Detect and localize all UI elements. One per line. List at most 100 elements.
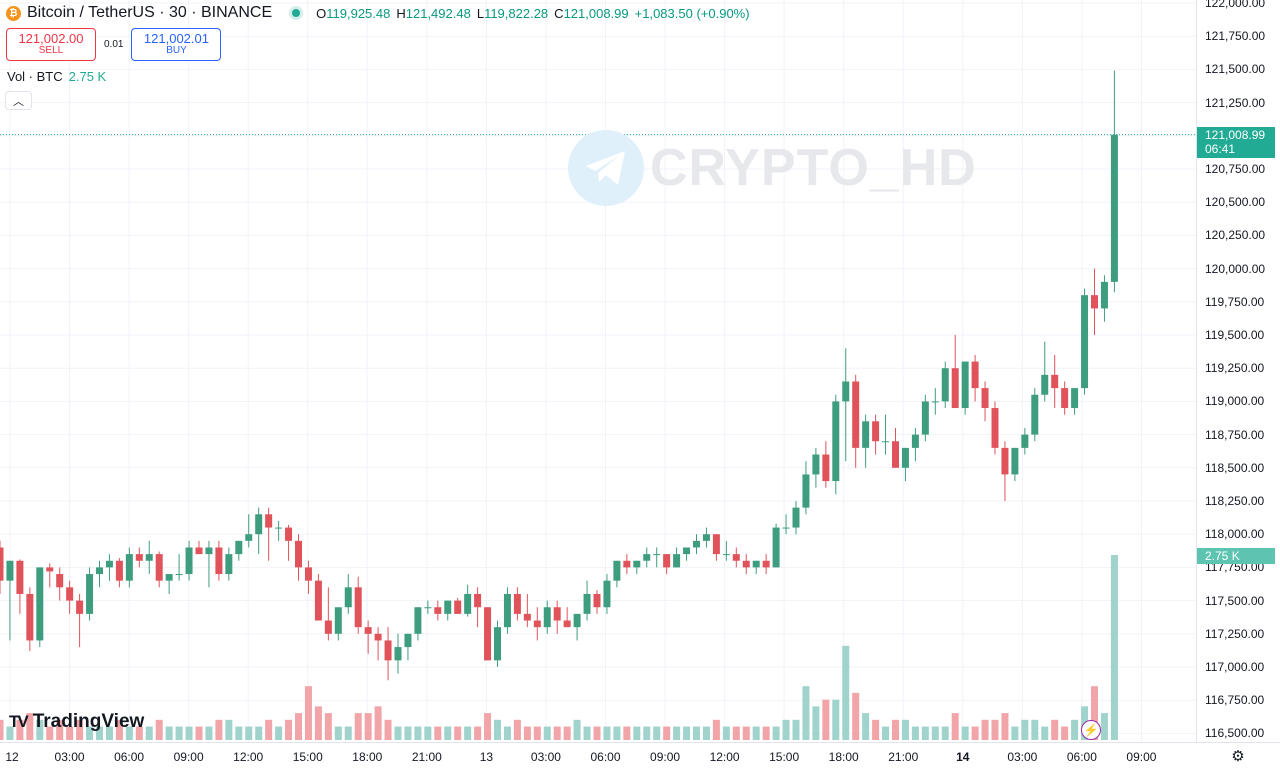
price-axis[interactable]: 122,000.00 121,750.00 121,500.00 121,250.00… <box>1196 0 1280 742</box>
price-tick-label: 119,750.00 <box>1205 294 1265 309</box>
volume-bar <box>195 726 203 740</box>
candle-body <box>921 401 929 435</box>
candle-body <box>1061 388 1069 409</box>
volume-bar <box>374 706 382 740</box>
candle-body <box>404 633 412 648</box>
volume-bar <box>474 726 482 740</box>
gear-icon[interactable]: ⚙ <box>1231 748 1245 765</box>
candle-body <box>543 607 551 628</box>
volume-legend[interactable]: Vol · BTC 2.75 K <box>7 69 106 84</box>
sell-button[interactable]: 121,002.00 SELL <box>6 28 96 61</box>
volume-bar <box>1100 713 1108 740</box>
close-value: 121,008.99 <box>563 5 629 21</box>
price-tick-label: 118,250.00 <box>1205 494 1265 508</box>
tradingview-logo[interactable]: TV TradingView <box>9 711 144 733</box>
volume-bar <box>991 719 999 740</box>
volume-bar <box>1031 719 1039 740</box>
candle-body <box>145 554 153 561</box>
symbol-title[interactable]: Bitcoin / TetherUS · 30 · BINANCE <box>27 4 273 21</box>
volume-bar <box>842 645 850 740</box>
volume-bar <box>464 726 472 740</box>
candle-body <box>872 421 880 442</box>
time-tick-label: 12 <box>5 750 19 764</box>
candle-body <box>125 554 133 581</box>
candle-body <box>115 560 123 581</box>
candle-body <box>354 587 362 628</box>
volume-bar <box>175 726 183 740</box>
volume-bar <box>424 726 432 740</box>
price-tick-label: 117,500.00 <box>1205 593 1265 608</box>
price-tick-label: 120,000.00 <box>1205 261 1266 276</box>
volume-bar <box>255 726 263 740</box>
price-tick-label: 121,500.00 <box>1205 62 1266 77</box>
volume-bar <box>215 719 223 740</box>
candle-body <box>941 368 949 402</box>
volume-bar <box>1051 719 1059 740</box>
high-value: 121,492.48 <box>405 5 471 21</box>
collapse-legend-button[interactable]: ︿ <box>5 91 32 110</box>
volume-bar <box>603 726 611 740</box>
volume-label: Vol · BTC <box>7 69 63 84</box>
candlestick-chart[interactable] <box>0 0 1196 742</box>
lightning-icon[interactable]: ⚡ <box>1081 720 1101 740</box>
volume-bar <box>802 686 810 740</box>
candle-body <box>1001 447 1009 475</box>
volume-bar <box>951 713 959 740</box>
price-tick-label: 118,000.00 <box>1205 527 1265 542</box>
volume-bar <box>454 726 462 740</box>
last-price-label: 121,008.99 06:41 <box>1197 127 1275 158</box>
candle-body <box>444 600 452 614</box>
candle-body <box>911 434 919 448</box>
volume-bar <box>752 726 760 740</box>
candle-body <box>434 607 442 614</box>
bar-countdown: 06:41 <box>1205 142 1236 156</box>
buy-button[interactable]: 121,002.01 BUY <box>131 28 222 61</box>
volume-bar <box>145 726 153 740</box>
ohlc-values: O119,925.48 H121,492.48 L119,822.28 C121… <box>316 6 749 21</box>
candle-body <box>583 593 591 614</box>
low-label: L <box>476 5 485 21</box>
candle-body <box>961 361 969 409</box>
volume-bar <box>742 726 750 740</box>
volume-bar <box>683 726 691 740</box>
volume-bar <box>961 726 969 740</box>
volume-bar <box>275 726 283 740</box>
sell-label: SELL <box>38 45 64 57</box>
candle-body <box>464 593 472 614</box>
volume-bar <box>414 726 422 740</box>
market-open-indicator[interactable] <box>292 9 301 17</box>
volume-bar <box>822 699 830 740</box>
time-axis[interactable]: 12 03:00 06:00 09:00 12:00 15:00 18:00 21:00 13 0… <box>0 742 1280 772</box>
candle-body <box>742 560 750 568</box>
candle-body <box>86 574 94 614</box>
volume-bar <box>722 726 730 740</box>
candle-body <box>1081 295 1089 389</box>
volume-bar <box>96 726 103 740</box>
candle-body <box>225 554 233 575</box>
candle-body <box>722 554 730 556</box>
time-tick-label: 12:00 <box>233 750 264 764</box>
volume-bar <box>643 726 651 740</box>
tradingview-wordmark: TradingView <box>32 711 145 732</box>
candle-body <box>533 620 541 628</box>
volume-bar <box>702 726 710 740</box>
volume-bar <box>573 719 581 740</box>
volume-bar <box>901 719 909 740</box>
candle-body <box>235 540 243 555</box>
time-tick-label: 15:00 <box>769 750 800 764</box>
volume-bar <box>56 719 64 740</box>
candle-body <box>573 613 581 628</box>
chart-pane[interactable] <box>0 0 1196 742</box>
candle-body <box>623 560 631 568</box>
volume-bar <box>782 719 790 740</box>
candle-body <box>46 567 54 572</box>
volume-bar <box>1021 719 1029 740</box>
candle-body <box>673 554 681 568</box>
volume-bar <box>1001 713 1009 740</box>
volume-bar <box>593 726 601 740</box>
candle-body <box>792 507 800 528</box>
volume-bar <box>285 719 293 740</box>
spread-value: 0.01 <box>104 39 124 50</box>
volume-bar <box>295 713 302 740</box>
volume-bar <box>76 719 84 740</box>
